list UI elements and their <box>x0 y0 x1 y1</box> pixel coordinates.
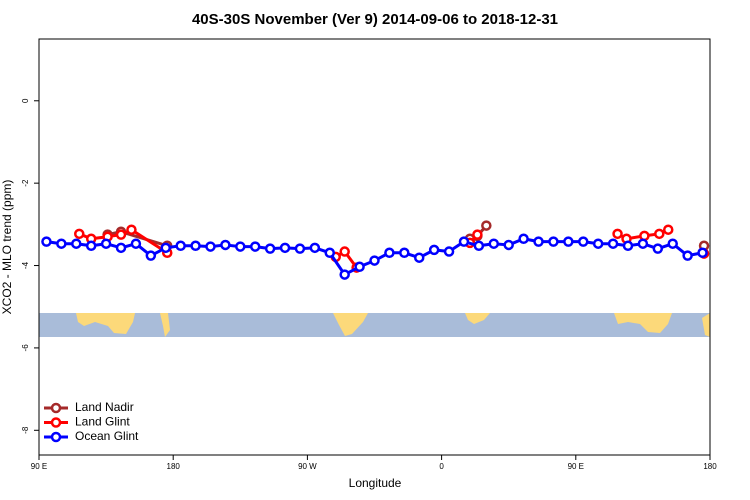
legend-label: Land Glint <box>75 415 130 429</box>
legend-label: Ocean Glint <box>75 429 139 443</box>
data-point <box>563 236 574 247</box>
data-point <box>654 228 665 240</box>
data-point <box>220 239 231 251</box>
data-point <box>190 240 201 252</box>
data-point <box>324 247 336 259</box>
data-point <box>652 243 664 254</box>
data-point <box>71 238 82 249</box>
data-point <box>369 255 380 266</box>
data-point <box>518 233 529 245</box>
data-point <box>264 243 276 254</box>
x-tick-label: 90 E <box>31 462 47 471</box>
data-point <box>612 228 623 240</box>
data-point <box>472 229 483 240</box>
y-tick-label: -8 <box>21 426 30 434</box>
data-point <box>56 238 67 249</box>
data-point <box>160 242 171 254</box>
data-point <box>115 229 127 240</box>
data-point <box>413 252 425 263</box>
data-point <box>533 236 544 247</box>
data-point <box>481 220 492 231</box>
data-point <box>662 224 674 235</box>
data-point <box>126 224 137 235</box>
data-point <box>339 246 350 257</box>
data-point <box>249 241 261 252</box>
x-tick-label: 0 <box>439 462 444 471</box>
data-point <box>488 238 500 249</box>
legend-label: Land Nadir <box>75 400 134 414</box>
data-point <box>130 238 142 249</box>
legend-marker <box>50 402 62 414</box>
data-point <box>548 236 559 247</box>
data-point <box>309 242 321 254</box>
data-point <box>458 236 470 247</box>
chart-title: 40S-30S November (Ver 9) 2014-09-06 to 2… <box>192 11 558 28</box>
data-point <box>294 243 306 254</box>
data-point <box>399 247 410 259</box>
y-tick-label: -2 <box>21 179 30 187</box>
data-point <box>697 247 708 259</box>
data-point <box>279 242 291 254</box>
y-tick-label: -4 <box>21 261 30 269</box>
data-point <box>235 241 246 252</box>
x-axis-label: Longitude <box>349 476 402 490</box>
x-tick-label: 180 <box>703 462 717 471</box>
data-point <box>503 239 514 251</box>
data-point <box>428 244 440 256</box>
data-point <box>175 240 186 252</box>
data-point <box>115 242 127 254</box>
map-strip <box>39 313 710 337</box>
data-point <box>100 238 112 249</box>
data-point <box>41 236 52 247</box>
data-point <box>637 238 649 249</box>
x-tick-label: 90 W <box>298 462 317 471</box>
data-point <box>473 240 485 252</box>
data-point <box>205 241 216 252</box>
data-point <box>339 269 350 280</box>
data-point <box>354 261 365 273</box>
data-point <box>622 240 634 252</box>
data-point <box>667 238 678 249</box>
data-point <box>74 228 85 240</box>
y-tick-label: 0 <box>21 98 30 103</box>
plot-frame <box>38 38 711 456</box>
data-point <box>384 247 395 259</box>
data-point <box>578 236 589 247</box>
data-point <box>682 250 693 261</box>
data-point <box>607 238 619 249</box>
y-axis-label: XCO2 - MLO trend (ppm) <box>0 180 14 315</box>
x-tick-label: 90 E <box>568 462 584 471</box>
legend-marker <box>50 431 62 443</box>
data-point <box>592 238 604 249</box>
x-tick-label: 180 <box>167 462 181 471</box>
legend-marker <box>50 417 62 428</box>
data-point <box>85 240 97 252</box>
data-point <box>443 246 455 257</box>
y-tick-label: -6 <box>21 344 30 352</box>
data-point <box>145 250 157 261</box>
